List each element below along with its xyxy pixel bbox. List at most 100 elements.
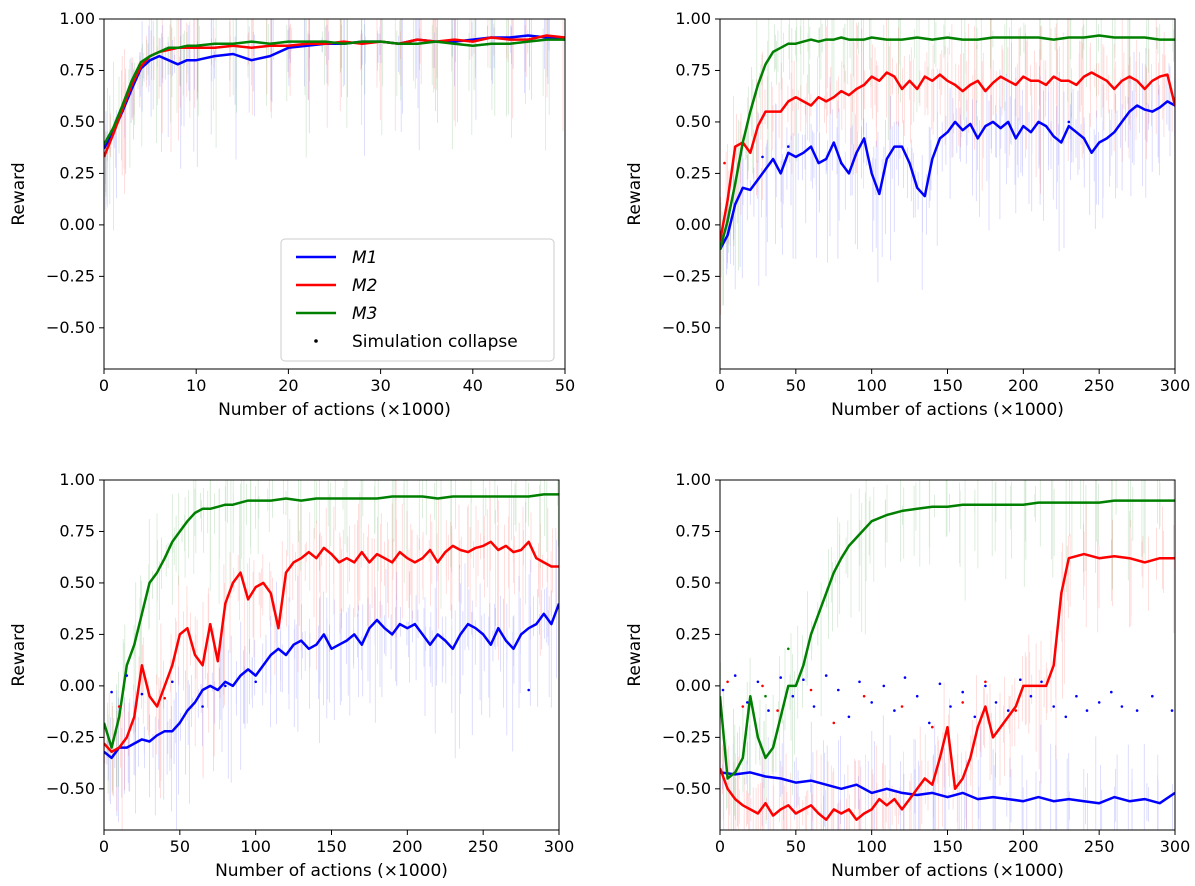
collapse-point (1029, 694, 1033, 698)
x-tick-label: 150 (932, 376, 963, 395)
collapse-point (928, 721, 931, 725)
collapse-point (787, 647, 790, 651)
y-tick-label: 0.75 (59, 521, 95, 540)
run-band-m3 (720, 19, 1174, 306)
x-tick-label: 40 (463, 376, 483, 395)
collapse-point (973, 715, 977, 719)
x-tick-label: 100 (856, 376, 887, 395)
x-tick-label: 0 (715, 837, 725, 856)
run-band-m2 (104, 480, 559, 830)
y-tick-label: 0.00 (675, 215, 711, 234)
y-tick-label: 0.00 (59, 676, 95, 695)
collapse-point (903, 676, 907, 679)
collapse-point (721, 688, 725, 692)
collapse-point (984, 684, 987, 688)
x-tick-label: 150 (316, 837, 347, 856)
collapse-point (746, 701, 749, 704)
collapse-point (1135, 709, 1139, 712)
collapse-point (779, 676, 782, 679)
x-tick-label: 200 (1008, 376, 1039, 395)
run-band-m1 (723, 48, 1175, 306)
collapse-point (733, 674, 737, 677)
series-line-m1 (720, 100, 1175, 251)
run-band-m2 (105, 19, 565, 208)
panel-3: 0 50 100 150 200 250 300 −0.50 −0.25 0.00 0.25 0.50… (9, 470, 574, 881)
collapse-point (726, 680, 729, 684)
collapse-point (949, 705, 952, 708)
y-tick-label: −0.50 (46, 779, 95, 798)
y-tick-label: 1.00 (59, 9, 95, 28)
collapse-point (1006, 709, 1010, 712)
collapse-point (893, 709, 896, 712)
y-axis-label: Reward (9, 623, 29, 686)
collapse-point (117, 705, 121, 708)
x-axis-label: Number of actions (×1000) (215, 861, 448, 881)
x-tick-label: 50 (170, 837, 190, 856)
series-line-m3 (720, 34, 1175, 250)
y-tick-label: −0.25 (46, 727, 95, 746)
collapse-point (761, 684, 764, 688)
plot-frame (103, 18, 566, 370)
legend-label-m1: M1 (352, 248, 377, 268)
collapse-point (1067, 120, 1071, 124)
x-tick-label: 250 (1084, 376, 1115, 395)
collapse-point (767, 709, 770, 712)
collapse-point (1052, 705, 1055, 708)
series-line-m2 (720, 552, 1175, 821)
y-tick-label: 0.25 (59, 163, 95, 182)
y-tick-label: 1.00 (675, 470, 711, 489)
collapse-point (171, 680, 174, 684)
y-tick-label: 0.75 (675, 60, 711, 79)
series-line-m3 (104, 493, 559, 749)
x-tick-label: 10 (186, 376, 206, 395)
series-line-m2 (720, 71, 1175, 242)
collapse-point (847, 715, 851, 719)
y-tick-label: 0.75 (675, 521, 711, 540)
legend-swatch-collapse (314, 339, 318, 343)
collapse-point (791, 694, 795, 698)
x-tick-label: 0 (715, 376, 725, 395)
collapse-point (882, 684, 886, 688)
x-tick-label: 20 (278, 376, 298, 395)
x-tick-label: 250 (468, 837, 499, 856)
collapse-point (723, 161, 726, 165)
y-tick-label: 0.50 (59, 112, 95, 131)
collapse-point (1097, 701, 1101, 704)
plot-area (720, 480, 1175, 830)
x-tick-label: 200 (1008, 837, 1039, 856)
run-band-m3 (107, 480, 559, 797)
collapse-point (1040, 680, 1043, 684)
collapse-point (1075, 694, 1078, 698)
y-tick-label: 1.00 (59, 470, 95, 489)
collapse-point (140, 692, 144, 696)
y-axis-label: Reward (9, 162, 29, 225)
x-tick-label: 100 (240, 837, 271, 856)
series-line-m1 (104, 34, 565, 150)
collapse-point (764, 694, 767, 698)
collapse-point (1085, 709, 1089, 712)
collapse-point (163, 696, 166, 700)
collapse-point (961, 701, 964, 704)
collapse-point (1014, 709, 1018, 712)
collapse-point (938, 682, 942, 686)
run-band-m1 (104, 540, 557, 830)
x-tick-label: 0 (99, 376, 109, 395)
collapse-point (802, 678, 805, 681)
collapse-point (862, 694, 866, 698)
x-tick-label: 100 (856, 837, 887, 856)
collapse-point (787, 145, 790, 148)
series-line-m2 (104, 540, 559, 754)
collapse-point (915, 694, 919, 698)
y-tick-label: 0.00 (675, 676, 711, 695)
collapse-point (840, 161, 843, 165)
collapse-point (994, 701, 998, 704)
legend-label-m2: M2 (352, 276, 377, 296)
collapse-point (900, 705, 904, 708)
x-tick-label: 50 (555, 376, 575, 395)
x-tick-label: 30 (370, 376, 390, 395)
collapse-point (201, 705, 204, 708)
x-axis-label: Number of actions (×1000) (831, 400, 1064, 420)
x-tick-label: 200 (392, 837, 423, 856)
collapse-point (824, 674, 828, 677)
y-tick-label: 0.25 (675, 163, 711, 182)
